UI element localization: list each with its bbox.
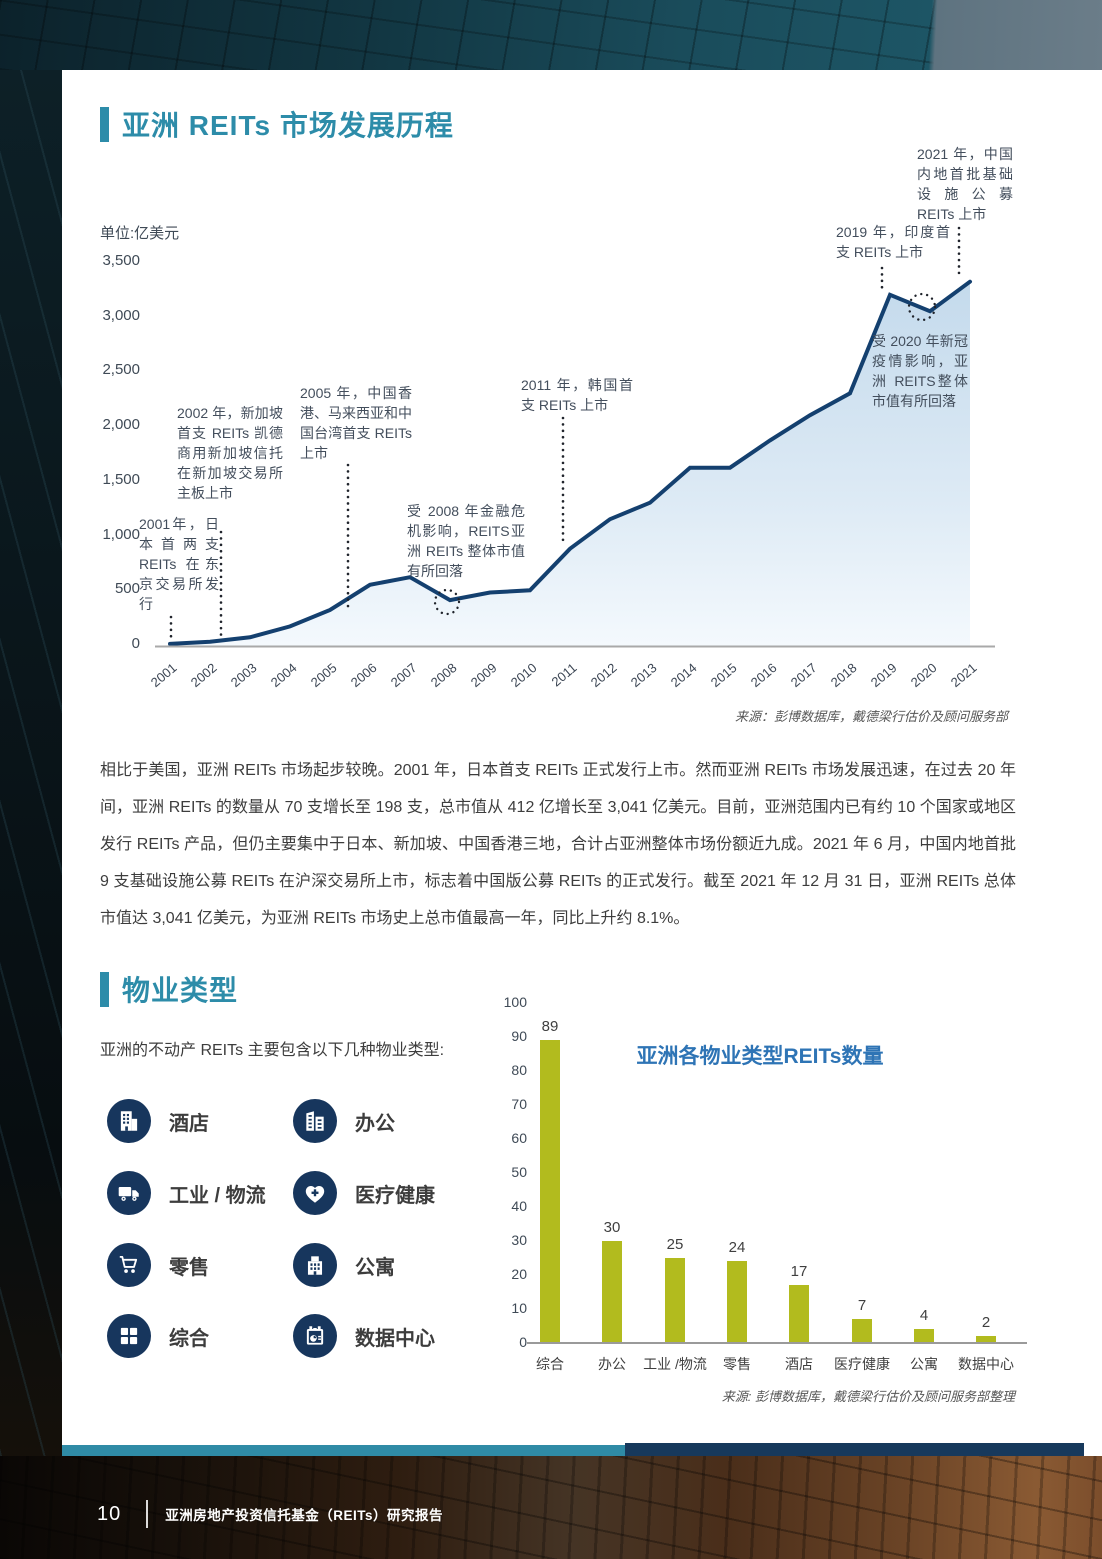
bar-value-label: 7: [857, 1297, 867, 1314]
bar-value-label: 4: [919, 1307, 929, 1324]
annotation-2008: 受 2008 年金融危机影响，REITS亚洲 REITs 整体市值有所回落: [407, 503, 525, 579]
grid-icon: [107, 1314, 151, 1358]
bar-y-tick: 40: [511, 1198, 527, 1214]
section-title: 物业类型: [122, 975, 239, 1006]
bar-数据中心: [976, 1336, 996, 1342]
property-type-label: 零售: [169, 1256, 209, 1279]
property-type-label: 酒店: [169, 1112, 209, 1135]
property-type-item: 医疗健康: [293, 1171, 435, 1215]
truck-icon: [107, 1171, 151, 1215]
body-paragraph: 相比于美国，亚洲 REITs 市场起步较晚。2001 年，日本首支 REITs …: [100, 762, 1016, 927]
header-building-photo: [0, 0, 1102, 70]
page-title: 亚洲 REITs 市场发展历程: [122, 110, 454, 141]
footer-teal-bar: [62, 1445, 625, 1456]
bar-category-label: 综合: [536, 1356, 564, 1372]
bar-y-tick: 50: [511, 1164, 527, 1180]
bar-y-tick: 90: [511, 1028, 527, 1044]
property-type-label: 医疗健康: [355, 1184, 435, 1207]
section-history: 亚洲 REITs 市场发展历程: [100, 104, 454, 144]
bar-工业 /物流: [665, 1258, 685, 1342]
y-axis-tick: 1,000: [102, 526, 140, 543]
property-type-item: 零售: [107, 1243, 209, 1287]
footer-divider: [146, 1500, 149, 1528]
bar-value-label: 25: [666, 1236, 684, 1253]
bar-酒店: [789, 1285, 809, 1342]
bar-category-label: 数据中心: [958, 1356, 1014, 1372]
bar-category-label: 零售: [723, 1356, 751, 1372]
annotation-2001: 2001年，日本首两支 REITs 在东京交易所发行: [139, 516, 219, 612]
annotation-2011: 2011 年，韩国首支 REITs 上市: [521, 377, 633, 413]
footer-navy-bar: [625, 1443, 1084, 1456]
bar-办公: [602, 1241, 622, 1342]
bar-y-tick: 80: [511, 1062, 527, 1078]
section-property-types: 物业类型: [100, 969, 238, 1009]
title-accent-bar: [100, 971, 109, 1007]
bar-category-label: 医疗健康: [834, 1356, 890, 1372]
bar-category-label: 工业 /物流: [643, 1356, 707, 1372]
annotation-2002: 2002 年，新加坡首支 REITs 凯德商用新加坡信托在新加坡交易所主板上市: [177, 405, 283, 501]
bar-公寓: [914, 1329, 934, 1342]
annotation-2005: 2005 年，中国香港、马来西亚和中国台湾首支 REITs 上市: [300, 385, 412, 461]
y-axis-tick: 3,000: [102, 307, 140, 324]
property-type-item: 公寓: [293, 1243, 395, 1287]
y-axis-tick: 500: [114, 580, 140, 597]
property-type-item: 办公: [293, 1099, 395, 1143]
property-type-label: 办公: [355, 1112, 395, 1135]
page-number: 10: [97, 1502, 122, 1525]
bar-chart-source: 来源: 彭博数据库，戴德梁行估价及顾问服务部整理: [721, 1389, 1015, 1404]
bar-value-label: 17: [790, 1263, 808, 1280]
bar-综合: [540, 1040, 560, 1342]
hotel-icon: [107, 1099, 151, 1143]
bar-医疗健康: [852, 1319, 872, 1342]
bar-value-label: 2: [981, 1314, 991, 1331]
apartment-icon: [293, 1243, 337, 1287]
bar-value-label: 89: [541, 1018, 559, 1035]
footer: 10 亚洲房地产投资信托基金（REITs）研究报告: [97, 1498, 443, 1530]
left-photo-band: [0, 70, 62, 1456]
bar-y-tick: 10: [511, 1300, 527, 1316]
property-type-label: 综合: [169, 1327, 209, 1350]
footer-building-photo: [0, 1456, 1102, 1559]
office-icon: [293, 1099, 337, 1143]
bar-category-label: 办公: [598, 1356, 626, 1372]
bar-y-tick: 20: [511, 1266, 527, 1282]
bar-chart-title: 亚洲各物业类型REITs数量: [636, 1045, 884, 1068]
bar-value-label: 24: [728, 1239, 746, 1256]
annotation-2020: 受 2020 年新冠疫情影响，亚洲 REITS整体市值有所回落: [872, 333, 968, 409]
bar-y-tick: 100: [503, 994, 527, 1010]
title-accent-bar: [100, 106, 109, 142]
bar-零售: [727, 1261, 747, 1342]
y-axis-tick: 1,500: [102, 471, 140, 488]
y-axis-tick: 2,500: [102, 361, 140, 378]
axis-unit-label: 单位:亿美元: [100, 225, 180, 242]
property-type-item: 数据中心: [293, 1314, 435, 1358]
property-type-label: 数据中心: [355, 1327, 435, 1350]
property-type-item: 酒店: [107, 1099, 209, 1143]
cart-icon: [107, 1243, 151, 1287]
datacenter-icon: [293, 1314, 337, 1358]
bar-value-label: 30: [603, 1219, 621, 1236]
annotation-2019: 2019 年，印度首支 REITs 上市: [836, 224, 950, 260]
y-axis-tick: 0: [131, 635, 140, 652]
bar-y-tick: 0: [519, 1334, 527, 1350]
bar-chart-baseline: [527, 1342, 1027, 1344]
bar-category-label: 公寓: [910, 1356, 938, 1372]
bar-y-tick: 60: [511, 1130, 527, 1146]
y-axis-tick: 3,500: [102, 252, 140, 269]
property-type-label: 公寓: [355, 1256, 395, 1279]
annotation-2021: 2021 年，中国内地首批基础设施公募 REITs 上市: [917, 146, 1013, 222]
property-type-label: 工业 / 物流: [169, 1184, 266, 1207]
area-chart-source: 来源：彭博数据库，戴德梁行估价及顾问服务部: [734, 709, 1008, 724]
healthcare-icon: [293, 1171, 337, 1215]
property-type-item: 工业 / 物流: [107, 1171, 266, 1215]
property-intro: 亚洲的不动产 REITs 主要包含以下几种物业类型:: [100, 1042, 445, 1059]
y-axis-tick: 2,000: [102, 416, 140, 433]
bar-category-label: 酒店: [785, 1356, 813, 1372]
property-type-item: 综合: [107, 1314, 209, 1358]
bar-y-tick: 30: [511, 1232, 527, 1248]
footer-report-title: 亚洲房地产投资信托基金（REITs）研究报告: [165, 1508, 444, 1523]
bar-y-tick: 70: [511, 1096, 527, 1112]
